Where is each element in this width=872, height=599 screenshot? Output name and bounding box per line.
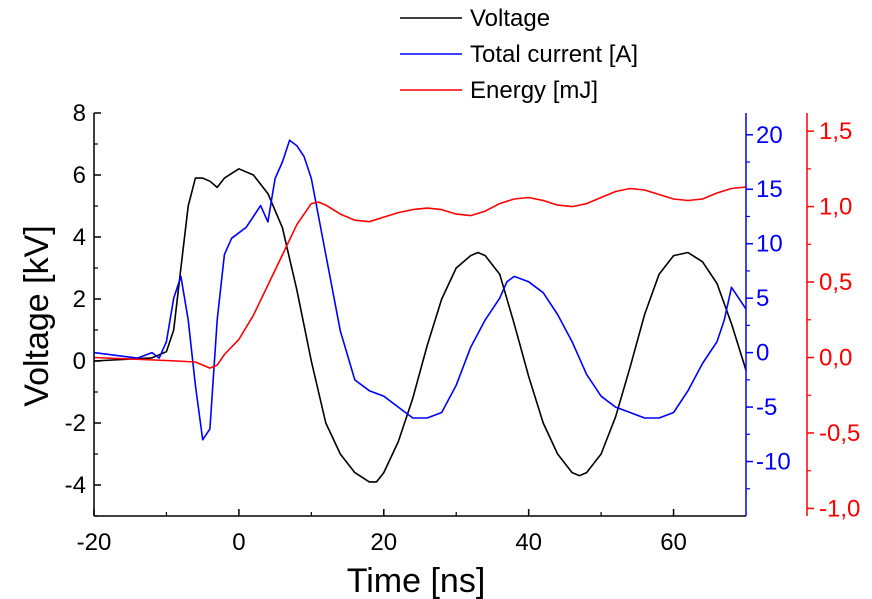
y-tick-label-voltage: 0 xyxy=(73,348,86,375)
y-tick-label-current: 15 xyxy=(756,176,783,203)
y-tick-label-voltage: 6 xyxy=(73,162,86,189)
y-tick-label-voltage: 2 xyxy=(73,286,86,313)
legend-label-voltage: Voltage xyxy=(470,5,550,32)
series-layer xyxy=(93,139,747,483)
y-tick-label-energy: 0,5 xyxy=(819,269,852,296)
y-tick-label-voltage: -2 xyxy=(65,410,86,437)
y-tick-label-voltage: -4 xyxy=(65,472,86,499)
series-line-energy xyxy=(93,186,747,369)
x-axis-title: Time [ns] xyxy=(347,562,486,599)
x-tick-label: -20 xyxy=(77,529,112,556)
x-tick-label: 0 xyxy=(232,529,245,556)
legend: Voltage Total current [A] Energy [mJ] xyxy=(400,5,638,104)
y-tick-label-energy: 1,0 xyxy=(819,194,852,221)
legend-label-energy: Energy [mJ] xyxy=(470,77,598,104)
y-tick-label-energy: -1,0 xyxy=(819,495,860,522)
series-line-current xyxy=(93,139,747,441)
y-tick-label-current: 20 xyxy=(756,122,783,149)
y-tick-label-current: 5 xyxy=(756,285,769,312)
x-tick-label: 40 xyxy=(515,529,542,556)
y-tick-label-voltage: 4 xyxy=(73,224,86,251)
y-tick-label-current: -10 xyxy=(756,449,791,476)
y-tick-label-current: -5 xyxy=(756,394,777,421)
y-tick-label-energy: 0,0 xyxy=(819,345,852,372)
x-tick-label: 60 xyxy=(660,529,687,556)
y-tick-label-voltage: 8 xyxy=(73,100,86,127)
y-tick-label-energy: 1,5 xyxy=(819,118,852,145)
series-line-voltage xyxy=(93,168,747,483)
legend-label-current: Total current [A] xyxy=(470,41,638,68)
x-tick-label: 20 xyxy=(370,529,397,556)
y-axis-title-voltage: Voltage [kV] xyxy=(18,225,56,406)
y-tick-label-energy: -0,5 xyxy=(819,420,860,447)
y-tick-label-current: 10 xyxy=(756,231,783,258)
y-tick-label-current: 0 xyxy=(756,340,769,367)
